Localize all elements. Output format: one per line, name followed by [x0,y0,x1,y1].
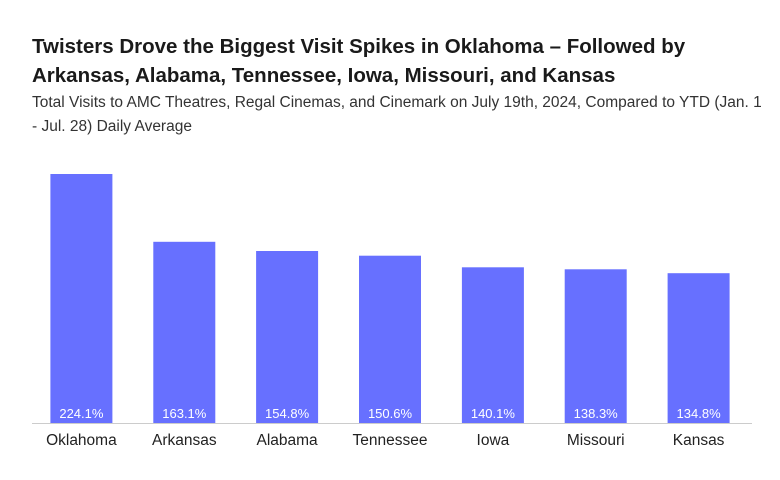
bar-iowa [461,267,524,423]
labels-group: 224.1% Oklahoma 163.1% Arkansas 154.8% Alabam… [46,406,725,449]
bar-arkansas [153,241,216,423]
category-label-alabama: Alabama [257,432,319,449]
chart-subtitle: Total Visits to AMC Theatres, Regal Cine… [32,94,762,135]
value-label-arkansas: 163.1% [162,406,207,421]
category-label-oklahoma: Oklahoma [46,432,117,449]
category-label-missouri: Missouri [567,432,625,449]
bars-group [50,174,730,423]
bar-kansas [667,273,730,423]
bar-tennessee [359,255,421,423]
value-label-kansas: 134.8% [677,406,722,421]
bar-missouri [564,269,627,423]
category-label-iowa: Iowa [477,432,510,449]
value-label-tennessee: 150.6% [368,406,413,421]
category-label-tennessee: Tennessee [353,432,428,449]
bar-alabama [256,251,319,423]
value-label-oklahoma: 224.1% [59,406,104,421]
chart-title: Twisters Drove the Biggest Visit Spikes … [32,35,686,87]
bar-oklahoma [50,174,113,423]
value-label-iowa: 140.1% [471,406,516,421]
value-label-missouri: 138.3% [574,406,619,421]
value-label-alabama: 154.8% [265,406,310,421]
category-label-kansas: Kansas [673,432,725,449]
category-label-arkansas: Arkansas [152,432,217,449]
